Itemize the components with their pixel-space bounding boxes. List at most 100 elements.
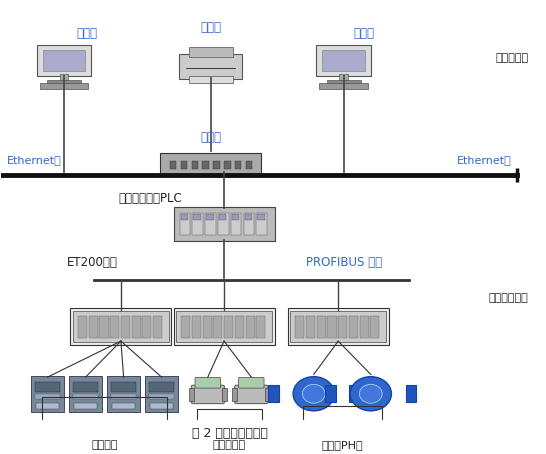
Bar [153,316,162,337]
FancyBboxPatch shape [37,45,91,76]
Bar [181,214,188,220]
Bar [35,394,60,399]
Bar [306,316,315,337]
FancyBboxPatch shape [176,311,272,342]
FancyBboxPatch shape [235,385,268,404]
Circle shape [302,385,325,403]
Bar [150,382,174,392]
Bar [219,214,227,220]
FancyBboxPatch shape [191,385,224,404]
Bar [235,161,241,169]
Bar [181,161,187,169]
Bar [370,316,379,337]
Bar [192,213,203,235]
Bar [258,214,265,220]
FancyBboxPatch shape [31,376,64,412]
Text: Ethernet网: Ethernet网 [7,155,62,165]
Text: 图 2 系统硬件配置图: 图 2 系统硬件配置图 [192,427,268,440]
FancyBboxPatch shape [319,83,368,89]
Bar [232,388,238,401]
Bar [246,316,254,337]
Bar [35,382,60,392]
Bar [47,80,81,83]
Text: 液位、压力: 液位、压力 [213,440,246,450]
Bar [143,316,151,337]
Text: 流量、PH值: 流量、PH值 [322,440,363,450]
FancyBboxPatch shape [317,45,371,76]
Bar [232,214,239,220]
FancyBboxPatch shape [70,308,171,345]
FancyBboxPatch shape [188,76,233,83]
Bar [213,161,219,169]
Bar [244,213,254,235]
Bar [73,382,98,392]
Bar [60,74,68,80]
Bar [268,385,278,402]
Bar [339,74,348,80]
Bar [181,316,191,337]
Text: 监控站: 监控站 [77,27,98,39]
Text: PROFIBUS 总线: PROFIBUS 总线 [306,256,382,269]
FancyBboxPatch shape [174,207,275,241]
Text: 过程控制级: 过程控制级 [495,53,529,63]
FancyBboxPatch shape [145,376,178,412]
Bar [192,161,198,169]
Bar [224,161,230,169]
Bar [265,388,271,401]
FancyBboxPatch shape [195,377,221,388]
Bar [150,403,173,409]
FancyBboxPatch shape [323,50,365,71]
Bar [192,316,201,337]
Bar [317,316,326,337]
Bar [132,316,141,337]
Bar [88,316,98,337]
Circle shape [350,377,391,411]
Circle shape [359,385,382,403]
Bar [121,316,130,337]
Bar [170,161,176,169]
Bar [222,388,227,401]
Bar [235,316,244,337]
Bar [73,394,98,399]
Bar [360,316,369,337]
Bar [180,213,190,235]
FancyBboxPatch shape [73,311,169,342]
FancyBboxPatch shape [239,377,264,388]
Bar [325,385,336,402]
Bar [328,316,336,337]
Text: 可编程控制器PLC: 可编程控制器PLC [118,192,182,205]
FancyBboxPatch shape [290,311,386,342]
FancyBboxPatch shape [288,308,389,345]
Bar [78,316,87,337]
Bar [406,385,416,402]
Text: 打印机: 打印机 [200,21,221,34]
Circle shape [293,377,334,411]
FancyBboxPatch shape [43,50,85,71]
Bar [218,213,229,235]
FancyBboxPatch shape [107,376,140,412]
Bar [327,80,361,83]
Bar [36,403,60,409]
Bar [150,394,174,399]
Text: Ethernet网: Ethernet网 [457,155,512,165]
Text: 基础自动化级: 基础自动化级 [489,293,529,303]
Bar [112,403,135,409]
FancyBboxPatch shape [160,153,261,174]
Bar [205,213,216,235]
Text: 监控站: 监控站 [354,27,375,39]
Bar [111,394,136,399]
Bar [349,316,358,337]
Bar [111,382,136,392]
FancyBboxPatch shape [69,376,102,412]
Text: 水泵电机: 水泵电机 [91,440,118,450]
Bar [257,213,267,235]
Bar [213,316,222,337]
Text: ET200从站: ET200从站 [67,256,117,269]
Bar [224,316,233,337]
FancyBboxPatch shape [39,83,88,89]
Text: 交换机: 交换机 [200,131,221,144]
Bar [338,316,347,337]
Bar [206,214,213,220]
Bar [188,388,194,401]
Bar [246,161,252,169]
